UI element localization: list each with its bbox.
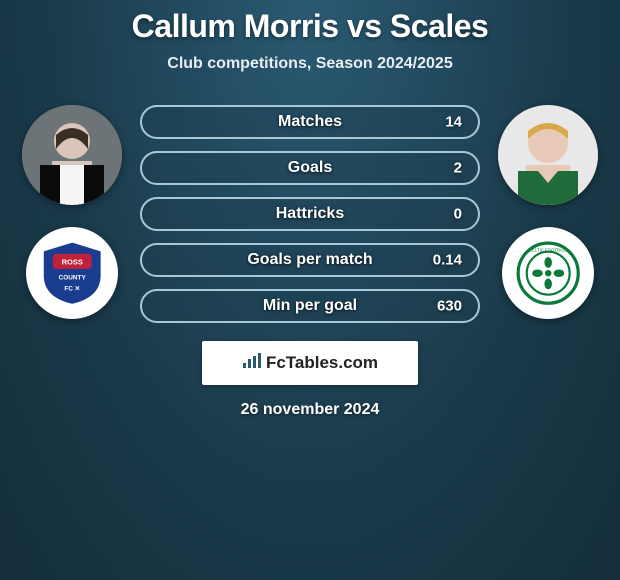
stat-row: Hattricks 0 [140, 197, 480, 231]
stat-label: Matches [278, 113, 342, 131]
brand-box: FcTables.com [202, 341, 418, 385]
celtic-badge-icon: CELTIC FOOTBALL [516, 241, 580, 305]
chart-icon [242, 353, 262, 374]
stat-label: Goals per match [247, 251, 372, 269]
right-club-badge: CELTIC FOOTBALL [502, 227, 594, 319]
player-avatar-icon [22, 105, 122, 205]
right-column: CELTIC FOOTBALL [498, 101, 598, 319]
svg-text:FC ✕: FC ✕ [64, 285, 80, 292]
subtitle: Club competitions, Season 2024/2025 [167, 55, 452, 73]
page-title: Callum Morris vs Scales [132, 8, 489, 45]
stat-row: Goals per match 0.14 [140, 243, 480, 277]
stat-list: Matches 14 Goals 2 Hattricks 0 Goals per… [140, 101, 480, 323]
player-avatar-icon [498, 105, 598, 205]
stat-label: Goals [288, 159, 332, 177]
stat-value: 14 [445, 114, 462, 131]
svg-text:CELTIC FOOTBALL: CELTIC FOOTBALL [529, 248, 568, 253]
stat-label: Hattricks [276, 205, 344, 223]
right-player-avatar [498, 105, 598, 205]
svg-text:ROSS: ROSS [61, 257, 82, 266]
left-club-badge: ROSS COUNTY FC ✕ [26, 227, 118, 319]
ross-county-badge-icon: ROSS COUNTY FC ✕ [40, 241, 104, 305]
comparison-card: Callum Morris vs Scales Club competition… [0, 0, 620, 580]
stat-value: 2 [454, 160, 462, 177]
comparison-row: ROSS COUNTY FC ✕ Matches 14 Goals 2 Hatt… [0, 101, 620, 323]
svg-text:COUNTY: COUNTY [58, 274, 86, 281]
stat-row: Min per goal 630 [140, 289, 480, 323]
brand-label: FcTables.com [266, 353, 378, 373]
stat-value: 630 [437, 298, 462, 315]
stat-row: Matches 14 [140, 105, 480, 139]
left-column: ROSS COUNTY FC ✕ [22, 101, 122, 319]
footer-date: 26 november 2024 [241, 401, 380, 419]
left-player-avatar [22, 105, 122, 205]
stat-value: 0 [454, 206, 462, 223]
stat-row: Goals 2 [140, 151, 480, 185]
stat-value: 0.14 [433, 252, 462, 269]
stat-label: Min per goal [263, 297, 357, 315]
